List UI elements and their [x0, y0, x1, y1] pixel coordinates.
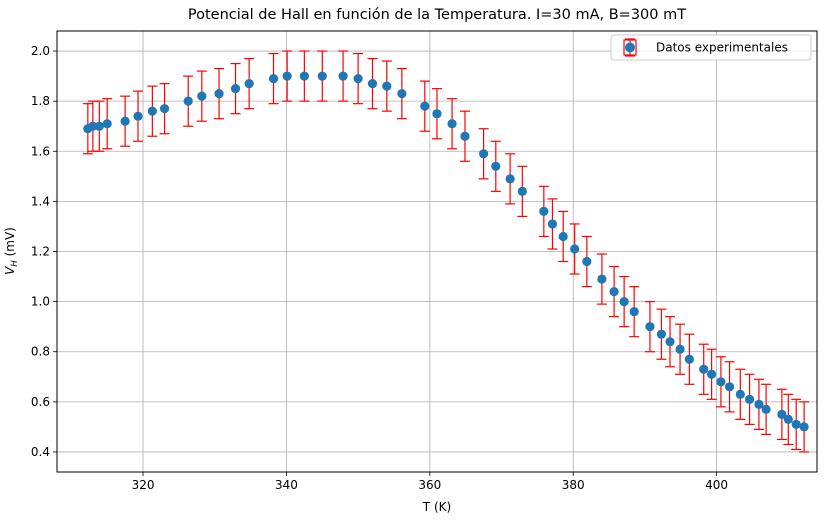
y-tick-label: 1.8	[31, 94, 50, 108]
x-tick-label: 320	[132, 478, 155, 492]
data-point	[367, 79, 378, 89]
data-point	[214, 89, 224, 99]
data-point	[420, 101, 430, 111]
x-tick-label: 400	[705, 478, 728, 492]
x-axis-ticks: 320 340 360 380 400	[132, 472, 728, 492]
data-point	[397, 89, 407, 99]
data-point	[777, 409, 787, 419]
data-point	[353, 74, 363, 84]
data-point	[745, 394, 755, 404]
legend-label: Datos experimentales	[656, 41, 788, 55]
chart-title: Potencial de Hall en función de la Tempe…	[188, 7, 686, 23]
y-tick-label: 0.4	[31, 445, 50, 459]
x-tick-label: 340	[275, 478, 298, 492]
data-point	[183, 96, 193, 106]
data-point	[645, 322, 655, 332]
data-point	[665, 337, 675, 347]
data-point	[460, 131, 470, 141]
y-tick-label: 1.0	[31, 295, 50, 309]
data-point	[505, 174, 515, 184]
y-axis-label-main: V	[3, 266, 17, 275]
data-point	[735, 389, 745, 399]
legend-marker	[625, 42, 635, 53]
data-point	[629, 307, 639, 317]
legend-box	[610, 34, 812, 61]
data-point	[102, 119, 112, 129]
y-tick-label: 1.6	[31, 144, 50, 158]
data-point	[609, 286, 619, 297]
y-tick-label: 0.6	[31, 395, 50, 409]
data-point	[268, 74, 279, 84]
data-point	[491, 161, 501, 171]
data-point	[244, 79, 254, 89]
data-point	[656, 329, 667, 339]
data-point	[791, 419, 801, 429]
data-point	[558, 231, 568, 242]
y-axis-label-subscript: H	[10, 260, 20, 267]
y-tick-label: 2.0	[31, 44, 50, 58]
y-tick-label: 0.8	[31, 345, 50, 359]
y-axis-ticks: 0.4 0.6 0.8 1.0 1.2 1.4 1.6 1.8 2.0	[31, 44, 57, 459]
data-point	[299, 71, 309, 81]
data-point	[517, 186, 527, 196]
data-point	[479, 149, 489, 159]
data-point	[547, 219, 558, 229]
y-tick-label: 1.4	[31, 194, 50, 208]
data-point	[799, 422, 809, 432]
x-tick-label: 380	[562, 478, 585, 492]
data-point	[447, 119, 457, 129]
data-point	[754, 399, 764, 409]
y-tick-label: 1.2	[31, 245, 50, 259]
data-point	[338, 71, 348, 81]
data-point	[570, 244, 580, 254]
x-axis-label: T (K)	[422, 500, 451, 514]
data-point	[94, 121, 104, 131]
legend-error-box	[623, 39, 637, 56]
data-point	[230, 84, 241, 94]
data-point	[317, 71, 327, 81]
data-point	[761, 404, 771, 414]
legend: Datos experimentales	[610, 34, 812, 61]
data-point	[716, 377, 726, 387]
data-points	[83, 71, 809, 432]
data-point	[197, 91, 207, 101]
data-point	[432, 109, 442, 119]
data-point	[282, 71, 292, 81]
data-point	[724, 382, 735, 392]
data-point	[707, 369, 717, 379]
data-point	[147, 106, 157, 116]
data-point	[133, 111, 143, 121]
data-point	[619, 297, 629, 307]
data-point	[120, 116, 130, 126]
y-axis-label: VH (mV)	[3, 227, 20, 275]
data-point	[597, 274, 607, 284]
data-point	[159, 104, 170, 114]
data-point	[783, 414, 793, 424]
y-axis-label-unit: (mV)	[3, 227, 17, 260]
data-point	[699, 364, 709, 374]
data-point	[539, 206, 549, 217]
data-point	[88, 121, 98, 131]
data-point	[684, 354, 694, 364]
data-point	[582, 256, 592, 267]
data-point	[675, 344, 685, 354]
x-tick-label: 360	[418, 478, 441, 492]
data-point	[382, 81, 392, 91]
